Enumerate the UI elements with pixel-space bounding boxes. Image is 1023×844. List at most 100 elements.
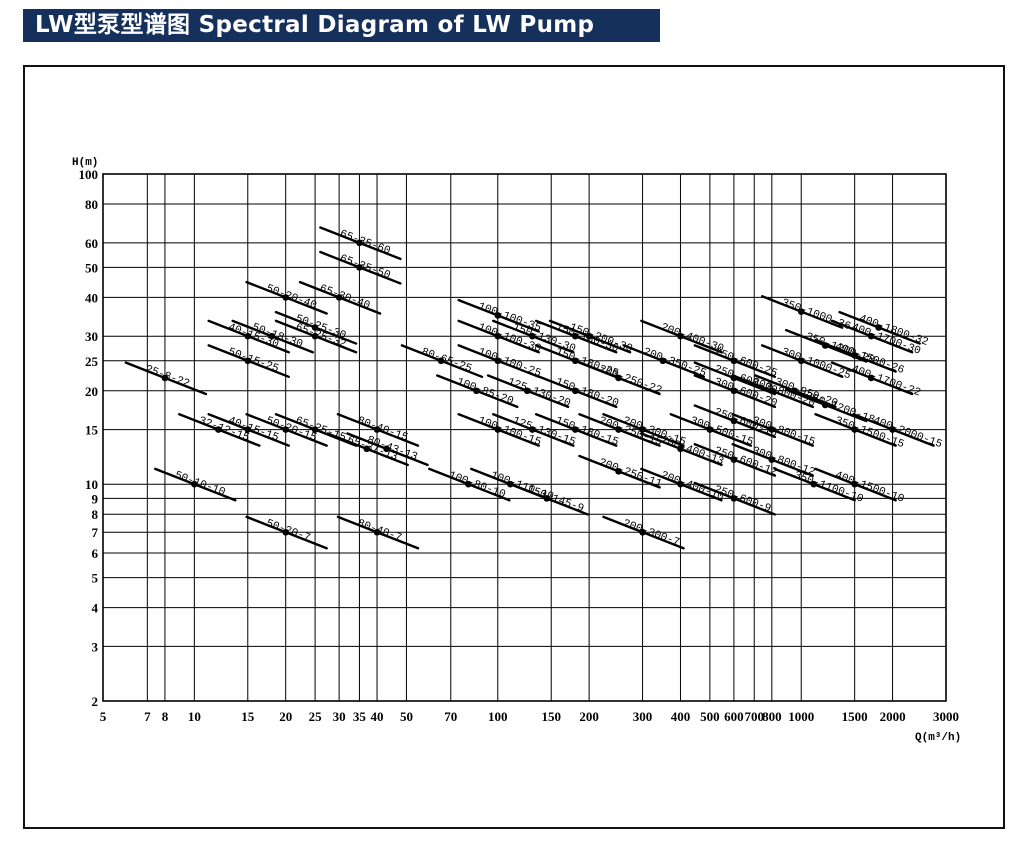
duty-point — [677, 332, 684, 340]
duty-point — [244, 426, 252, 433]
duty-point — [244, 357, 252, 365]
y-tick-label: 7 — [92, 525, 99, 540]
duty-point — [373, 426, 381, 433]
duty-point — [875, 324, 882, 331]
duty-point — [677, 480, 684, 488]
y-tick-label: 5 — [92, 571, 99, 586]
y-tick-label: 4 — [92, 601, 99, 616]
duty-point — [571, 426, 579, 433]
duty-point — [889, 426, 896, 433]
x-axis-ticks: 5 7 8 10 15 20 25 30 35 40 50 70 100 150 200 300 400 500 6… — [100, 709, 959, 724]
y-tick-label: 3 — [92, 639, 99, 654]
x-tick-label: 1000 — [788, 709, 814, 724]
x-tick-label: 700 — [744, 709, 764, 724]
duty-point — [282, 426, 289, 433]
duty-point — [797, 357, 805, 365]
x-tick-label: 40 — [371, 709, 384, 724]
grid — [102, 173, 947, 702]
duty-point — [523, 387, 531, 395]
y-tick-label: 15 — [85, 423, 99, 438]
x-tick-label: 800 — [762, 709, 782, 724]
chart-title: LW型泵型谱图 Spectral Diagram of LW Pump — [23, 9, 660, 42]
duty-point — [639, 426, 646, 433]
duty-point — [282, 294, 289, 301]
x-tick-label: 300 — [633, 709, 653, 724]
x-tick-label: 400 — [671, 709, 691, 724]
duty-point — [215, 426, 222, 433]
y-tick-label: 10 — [85, 477, 98, 492]
x-tick-label: 50 — [400, 709, 413, 724]
y-axis-label: H(m) — [72, 157, 98, 169]
duty-point — [244, 332, 252, 340]
x-tick-label: 600 — [724, 709, 744, 724]
duty-point — [191, 480, 198, 488]
x-tick-label: 1500 — [842, 709, 868, 724]
curve-label: 200-300-7 — [621, 518, 681, 550]
duty-point — [494, 426, 502, 433]
duty-point — [851, 480, 858, 488]
x-tick-label: 20 — [279, 709, 292, 724]
x-tick-label: 7 — [144, 709, 151, 724]
pump-curve: 350-1000-36 — [760, 295, 852, 333]
duty-point — [529, 426, 536, 433]
x-axis-label: Q(m³/h) — [915, 732, 961, 744]
x-tick-label: 500 — [700, 709, 720, 724]
duty-point — [311, 332, 319, 340]
curve-label: 200-250-22 — [597, 363, 663, 397]
x-tick-label: 200 — [579, 709, 599, 724]
curve-label: 50-20-7 — [264, 518, 312, 545]
duty-point — [730, 456, 738, 463]
duty-point — [373, 528, 381, 536]
x-tick-label: 70 — [444, 709, 457, 724]
x-tick-label: 100 — [488, 709, 508, 724]
duty-point — [473, 387, 480, 395]
x-tick-label: 3000 — [933, 709, 959, 724]
curve-label: 25-8-22 — [144, 363, 192, 390]
duty-point — [851, 352, 858, 359]
duty-point — [768, 426, 776, 433]
duty-point — [730, 417, 738, 425]
duty-point — [615, 374, 622, 382]
duty-point — [615, 426, 622, 433]
y-tick-label: 40 — [85, 290, 98, 305]
duty-point — [282, 528, 289, 536]
duty-point — [356, 239, 363, 247]
duty-point — [571, 332, 579, 340]
duty-point — [659, 357, 667, 365]
duty-point — [356, 264, 363, 271]
curve-label: 100-85-20 — [455, 376, 515, 408]
duty-point — [810, 480, 818, 488]
duty-point — [867, 374, 875, 382]
y-tick-label: 100 — [79, 167, 99, 182]
curve-label: 80-40-7 — [356, 518, 404, 545]
duty-point — [851, 426, 858, 433]
duty-point — [730, 357, 738, 365]
duty-point — [571, 357, 579, 365]
duty-point — [730, 495, 738, 502]
y-tick-label: 8 — [92, 507, 99, 522]
chart-frame — [23, 65, 1005, 829]
pump-curve: 200-300-7 — [602, 515, 685, 550]
duty-point — [677, 445, 684, 453]
x-tick-label: 150 — [541, 709, 561, 724]
y-tick-label: 2 — [92, 694, 99, 709]
x-tick-label: 35 — [353, 709, 367, 724]
pump-curve: 250-600-9 — [693, 481, 777, 516]
curve-label: 350-1000-36 — [780, 297, 852, 333]
duty-point — [465, 480, 472, 488]
y-tick-label: 25 — [85, 354, 99, 369]
pump-curve: 150-145-9 — [506, 481, 589, 516]
duty-point — [571, 387, 579, 395]
duty-point — [268, 332, 276, 340]
x-tick-label: 25 — [309, 709, 323, 724]
duty-point — [363, 445, 371, 453]
duty-point — [543, 495, 551, 502]
duty-point — [730, 387, 738, 395]
duty-point — [437, 357, 445, 365]
duty-point — [867, 332, 875, 340]
y-tick-label: 80 — [85, 197, 98, 212]
curve-label: 150-145-9 — [525, 484, 585, 516]
duty-point — [494, 312, 502, 319]
pump-curves: 25-8-2232-12-1550-10-1050-15-2540-15-305… — [124, 226, 944, 550]
duty-point — [494, 357, 502, 365]
